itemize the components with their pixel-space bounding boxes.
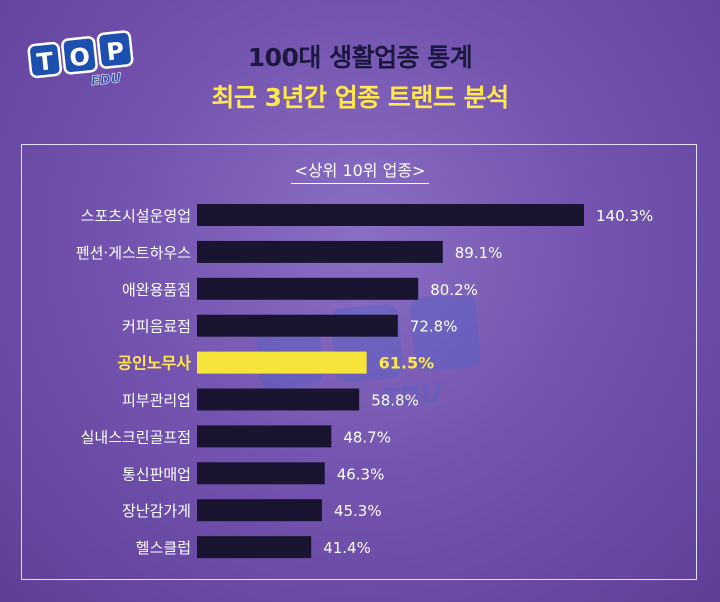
value-label: 140.3% [596,207,653,225]
logo-letter-p: P [105,37,125,67]
value-label: 41.4% [323,539,371,557]
page-title: 100대 생활업종 통계 [247,43,473,72]
category-label: 실내스크린골프점 [81,428,191,446]
page-subtitle: 최근 3년간 업종 트랜드 분석 [211,83,509,112]
bar [197,351,367,374]
bar [197,425,332,448]
value-label: 48.7% [343,428,391,446]
category-label: 헬스클럽 [136,539,191,557]
value-label: 46.3% [337,465,385,483]
category-label: 펜션·게스트하우스 [76,244,191,262]
bar [197,462,325,485]
value-label: 61.5% [379,354,435,373]
bar [197,204,584,226]
chart-title: <상위 10위 업종> [0,157,720,184]
value-label: 72.8% [410,318,458,336]
value-label: 58.8% [371,392,419,410]
chart-panel [21,144,697,580]
logo-sub-text: EDU [90,71,122,89]
category-label: 피부관리업 [122,392,191,410]
category-label: 장난감가게 [122,502,191,520]
watermark-sub-text: EDU [380,379,443,414]
category-label: 애완용품점 [122,281,191,299]
bar [197,277,419,300]
logo-letter-t: T [35,47,55,77]
bar [197,388,360,411]
value-label: 89.1% [455,244,503,262]
category-label: 커피음료점 [122,318,191,336]
logo-letter-o: O [68,42,91,72]
category-label: 스포츠시설운영업 [81,207,191,225]
value-label: 45.3% [334,502,382,520]
top-edu-logo: T O P EDU [27,30,134,90]
bar [197,314,398,337]
bar [197,240,443,263]
category-label: 통신판매업 [122,465,191,483]
value-label: 80.2% [430,281,478,299]
chart-title-text: <상위 10위 업종> [290,161,430,184]
category-label: 공인노무사 [117,354,191,373]
bar [197,499,322,522]
bar [197,536,312,559]
